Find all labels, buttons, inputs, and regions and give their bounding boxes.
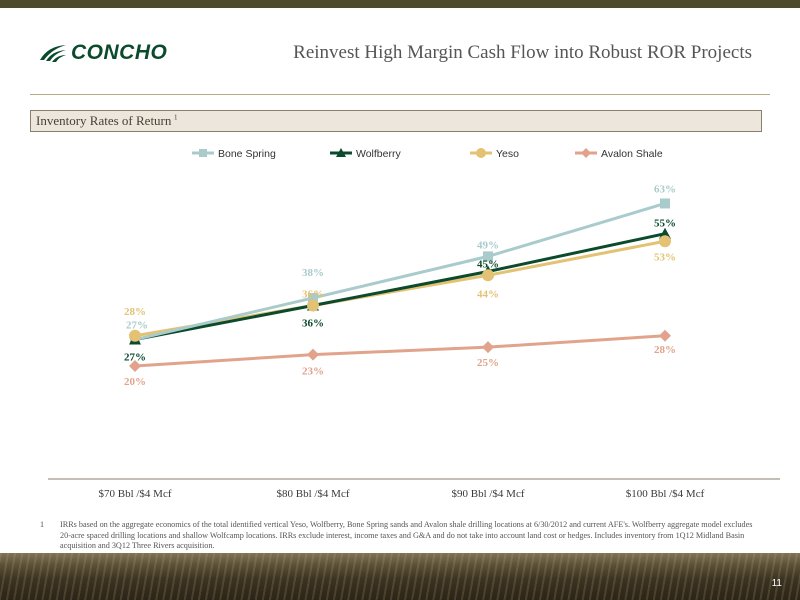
concho-swoosh-icon [40, 45, 66, 62]
legend-label: Avalon Shale [601, 148, 663, 160]
legend-label: Wolfberry [356, 148, 401, 160]
data-point [659, 235, 671, 248]
company-logo: CONCHO [38, 40, 167, 66]
data-point [307, 299, 319, 312]
data-point [659, 329, 671, 342]
section-title-text: Inventory Rates of Return [36, 113, 172, 128]
legend-label: Bone Spring [218, 148, 276, 160]
data-label: 28% [654, 344, 676, 356]
footnote-marker: 1 [174, 113, 178, 122]
data-label: 55% [654, 218, 676, 230]
legend-marker [581, 148, 591, 158]
data-label: 36% [302, 289, 324, 301]
footer-texture [0, 553, 800, 600]
x-tick-label: $100 Bbl /$4 Mcf [626, 488, 705, 500]
x-tick-label: $90 Bbl /$4 Mcf [451, 488, 524, 500]
series-line [134, 334, 666, 368]
footnote-number: 1 [40, 520, 45, 529]
data-label: 20% [124, 376, 146, 388]
data-label: 44% [477, 288, 499, 300]
data-label: 63% [654, 183, 676, 195]
footnote-text: IRRs based on the aggregate economics of… [60, 520, 753, 550]
x-tick-label: $80 Bbl /$4 Mcf [276, 488, 349, 500]
data-label: 38% [302, 267, 324, 279]
data-label: 36% [302, 318, 324, 330]
data-point [308, 292, 318, 303]
data-label: 23% [302, 366, 324, 378]
legend-label: Yeso [496, 148, 519, 160]
data-label: 27% [126, 320, 148, 332]
data-point [129, 360, 141, 372]
irr-line-chart: $70 Bbl /$4 Mcf $80 Bbl /$4 Mcf $90 Bbl /$… [48, 148, 780, 500]
title-divider [30, 94, 770, 95]
data-label: 28% [124, 306, 146, 318]
x-tick-label: $70 Bbl /$4 Mcf [98, 488, 171, 500]
data-label: 25% [477, 357, 499, 369]
legend-marker [336, 148, 346, 157]
series-line [134, 202, 666, 342]
data-label: 49% [477, 239, 499, 251]
slide-title: Reinvest High Margin Cash Flow into Robu… [293, 42, 752, 63]
legend-marker [199, 149, 207, 157]
data-point [660, 198, 670, 209]
top-accent-bar [0, 0, 800, 8]
page-number: 11 [771, 578, 782, 589]
data-point [482, 269, 494, 282]
footer-landscape-band [0, 553, 800, 600]
legend-marker [476, 148, 486, 158]
data-point [482, 341, 494, 354]
data-point [307, 348, 319, 361]
section-header: Inventory Rates of Return 1 [30, 110, 762, 132]
data-label: 27% [124, 352, 146, 364]
logo-text: CONCHO [71, 41, 168, 64]
section-title: Inventory Rates of Return 1 [36, 113, 178, 129]
data-point [659, 227, 671, 239]
data-point [483, 251, 493, 262]
series-line [134, 239, 666, 338]
data-label: 53% [654, 251, 676, 263]
data-label: 45% [477, 259, 499, 271]
series-line [134, 232, 666, 342]
data-point [129, 329, 141, 342]
